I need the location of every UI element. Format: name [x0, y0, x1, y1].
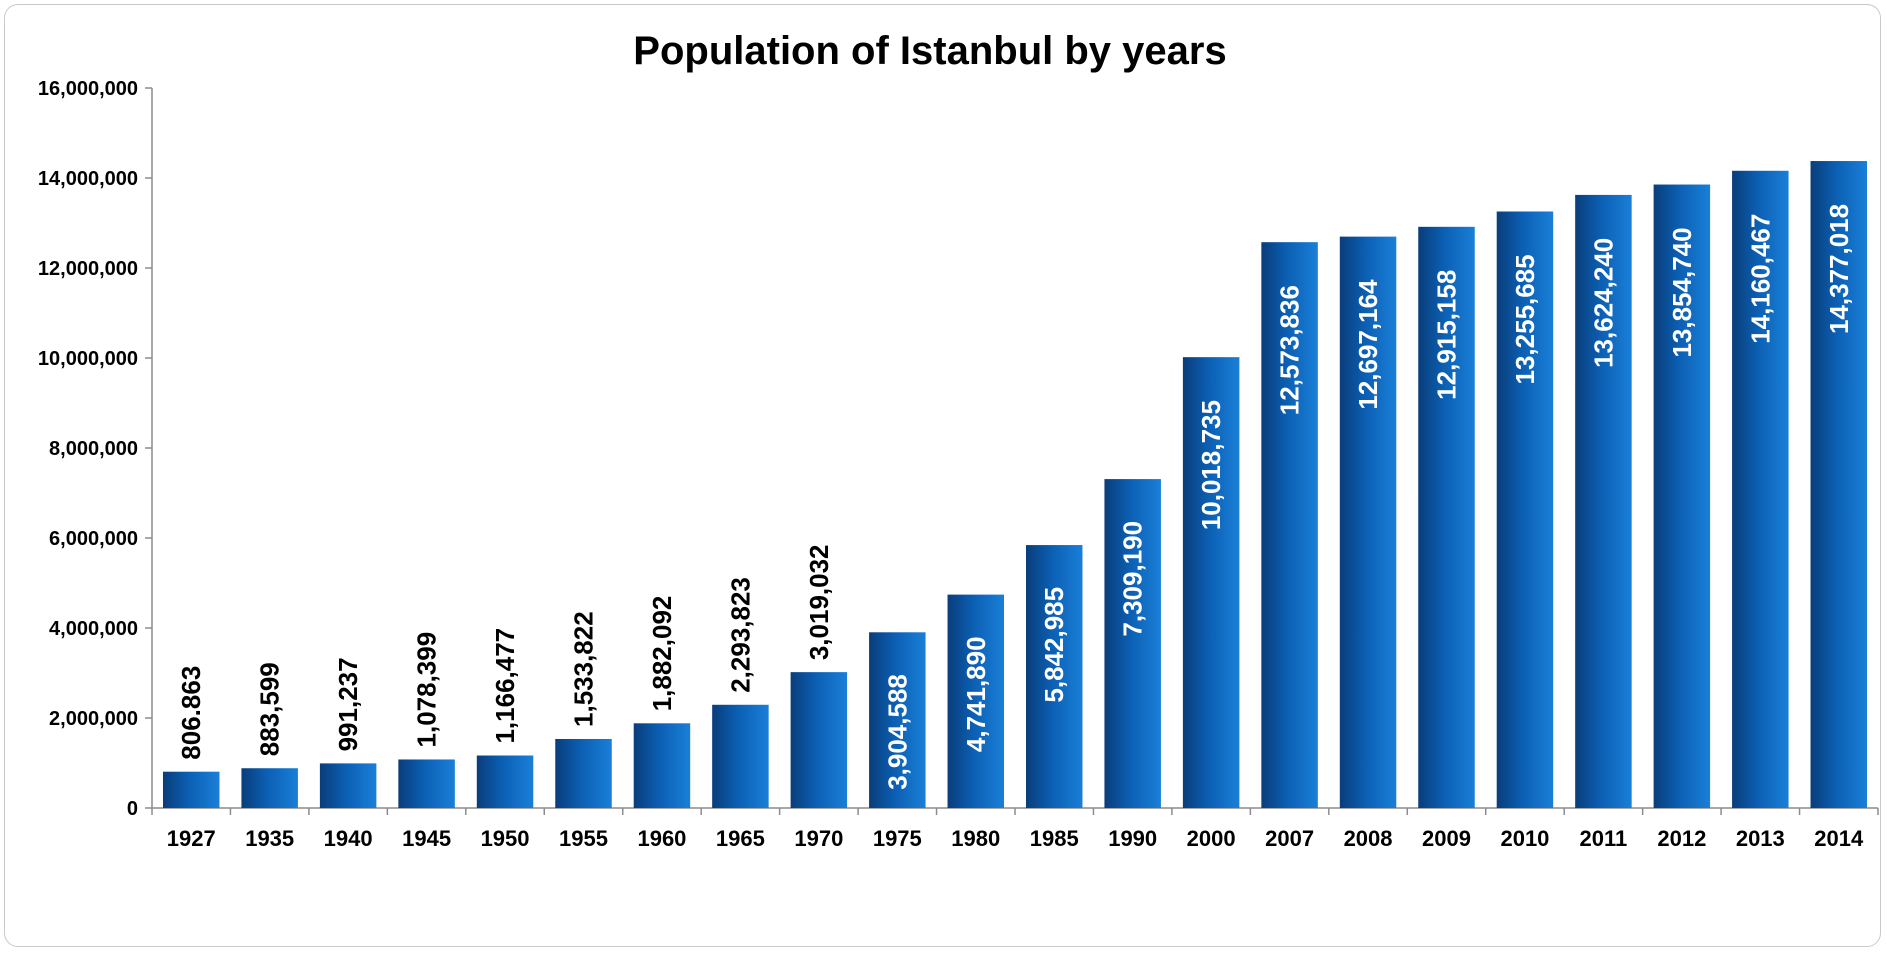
bars [162, 161, 1868, 809]
bar [555, 738, 612, 808]
x-axis: 1927 1935 1940 1945 1950 1955 1960 1965 1970 1975… [151, 807, 1879, 851]
x-tick-label: 2011 [1580, 826, 1628, 851]
data-label: 13,854,740 [1667, 227, 1697, 357]
data-label: 13,255,685 [1510, 254, 1540, 384]
bar [1575, 194, 1632, 809]
bar [1653, 184, 1711, 809]
bar [1339, 236, 1397, 808]
data-label: 1,166,477 [490, 628, 520, 744]
bar [1261, 242, 1318, 809]
data-label: 1,882,092 [647, 596, 677, 712]
x-tick-label: 2008 [1344, 826, 1393, 851]
x-tick-label: 1965 [716, 826, 765, 851]
bar [869, 632, 926, 808]
y-tick-label: 10,000,000 [38, 348, 138, 370]
y-axis: 0 2,000,000 4,000,000 6,000,000 8,000,000 10,… [38, 78, 153, 820]
x-tick-label: 2010 [1500, 826, 1549, 851]
data-label: 2,293,823 [725, 577, 755, 693]
x-tick-label: 1935 [245, 826, 294, 851]
bar [712, 704, 769, 808]
data-label: 883,599 [255, 662, 285, 756]
x-tick-label: 1945 [402, 826, 451, 851]
x-tick-label: 2014 [1814, 826, 1864, 851]
data-label: 13,624,240 [1588, 238, 1618, 368]
data-label: 7,309,190 [1118, 521, 1148, 637]
x-tick-label: 1975 [873, 826, 922, 851]
x-tick-label: 1985 [1030, 826, 1079, 851]
bar [1182, 357, 1240, 808]
y-tick-label: 2,000,000 [49, 708, 138, 730]
bar [476, 755, 534, 808]
bar [162, 771, 220, 808]
data-label: 1,078,399 [412, 632, 442, 748]
bar [241, 768, 298, 808]
x-tick-label: 2012 [1657, 826, 1706, 851]
y-tick-label: 14,000,000 [38, 168, 138, 190]
data-label: 14,377,018 [1824, 204, 1854, 334]
bar [1025, 545, 1083, 808]
y-tick-label: 16,000,000 [38, 78, 138, 100]
x-tick-label: 1950 [481, 826, 530, 851]
bar [1810, 161, 1868, 809]
bar [1104, 479, 1161, 808]
data-label: 3,019,032 [804, 544, 834, 660]
bar [398, 759, 455, 808]
x-tick-label: 1927 [167, 826, 216, 851]
x-tick-label: 1960 [637, 826, 686, 851]
y-tick-label: 4,000,000 [49, 618, 138, 640]
data-label: 4,741,890 [961, 636, 991, 752]
chart-title: Population of Istanbul by years [633, 29, 1226, 73]
x-tick-label: 2009 [1422, 826, 1471, 851]
bar [319, 763, 377, 808]
data-label: 991,237 [333, 657, 363, 751]
data-label: 12,573,836 [1275, 285, 1305, 415]
bar [790, 672, 848, 808]
y-tick-label: 8,000,000 [49, 438, 138, 460]
x-tick-label: 1990 [1108, 826, 1157, 851]
y-tick-label: 0 [127, 798, 138, 820]
data-label: 3,904,588 [882, 674, 912, 790]
y-tick-label: 12,000,000 [38, 258, 138, 280]
x-tick-label: 2007 [1265, 826, 1314, 851]
bar [633, 723, 691, 808]
bar [1418, 226, 1475, 809]
data-label: 12,697,164 [1353, 279, 1383, 410]
x-tick-label: 1980 [951, 826, 1000, 851]
bar [1732, 170, 1789, 808]
data-label: 806.863 [176, 666, 206, 760]
y-tick-label: 6,000,000 [49, 528, 138, 550]
bar [947, 594, 1005, 808]
x-tick-label: 2000 [1187, 826, 1236, 851]
data-label: 1,533,822 [569, 611, 599, 727]
data-label: 5,842,985 [1039, 587, 1069, 703]
chart-frame [4, 4, 1881, 947]
x-tick-label: 1955 [559, 826, 608, 851]
x-tick-label: 1940 [324, 826, 373, 851]
data-label: 14,160,467 [1745, 214, 1775, 344]
bar [1496, 211, 1554, 809]
x-tick-label: 1970 [794, 826, 843, 851]
data-label: 12,915,158 [1432, 270, 1462, 400]
x-tick-label: 2013 [1736, 826, 1785, 851]
data-labels: 806.863 883,599 991,237 1,078,399 1,166,477 1… [176, 204, 1854, 790]
data-label: 10,018,735 [1196, 400, 1226, 530]
